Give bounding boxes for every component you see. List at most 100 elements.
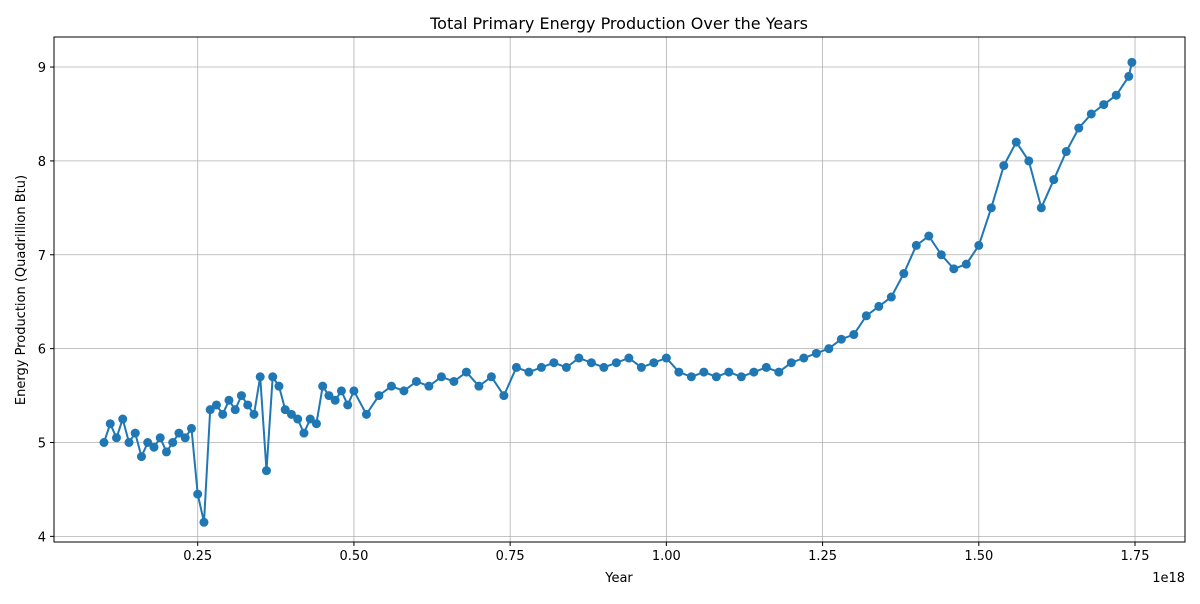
data-point <box>749 367 759 377</box>
data-point <box>499 391 509 401</box>
series-line <box>103 62 1133 524</box>
data-point <box>1086 109 1096 119</box>
data-point <box>1036 203 1046 213</box>
data-point <box>236 391 246 401</box>
data-point <box>899 269 909 279</box>
grid-layer <box>54 37 1185 542</box>
data-point <box>411 376 421 386</box>
data-point <box>311 419 321 429</box>
x-axis-label: Year <box>604 571 633 586</box>
data-point <box>118 414 128 424</box>
x-tick-label: 1.75 <box>1121 549 1150 564</box>
data-point <box>361 409 371 419</box>
data-point <box>168 438 178 448</box>
data-point <box>330 395 340 405</box>
data-point <box>1127 57 1137 67</box>
data-point <box>349 386 359 396</box>
data-point <box>799 353 809 363</box>
data-point <box>386 381 396 391</box>
data-point <box>849 330 859 340</box>
y-tick-label: 5 <box>38 437 46 452</box>
data-point <box>561 362 571 372</box>
data-point <box>811 348 821 358</box>
x-tick-label: 1.00 <box>652 549 681 564</box>
data-point <box>143 438 153 448</box>
y-tick-label: 6 <box>38 343 46 358</box>
data-point <box>836 334 846 344</box>
data-point <box>186 423 196 433</box>
data-point <box>736 372 746 382</box>
data-point <box>1074 123 1084 133</box>
x-offset-label: 1e18 <box>1152 571 1185 586</box>
data-point <box>824 344 834 354</box>
data-point <box>399 386 409 396</box>
x-tick-label: 1.50 <box>964 549 993 564</box>
y-tick-label: 4 <box>38 530 46 545</box>
data-point <box>424 381 434 391</box>
data-point <box>243 400 253 410</box>
data-point <box>155 433 165 443</box>
data-point <box>180 433 190 443</box>
data-point <box>961 259 971 269</box>
data-point <box>649 358 659 368</box>
data-point <box>211 400 221 410</box>
data-point <box>105 419 115 429</box>
data-point <box>786 358 796 368</box>
data-point <box>974 240 984 250</box>
data-point <box>1011 137 1021 147</box>
data-point <box>336 386 346 396</box>
data-point <box>524 367 534 377</box>
data-point <box>111 433 121 443</box>
data-point <box>161 447 171 457</box>
y-tick-label: 7 <box>38 249 46 264</box>
tick-layer: 0.25 0.50 0.75 1.00 1.25 1.50 1.75 4 5 6 7 8 9 <box>38 61 1150 564</box>
data-point <box>274 381 284 391</box>
data-point <box>218 409 228 419</box>
data-point <box>193 489 203 499</box>
data-point <box>874 301 884 311</box>
data-point <box>624 353 634 363</box>
data-point <box>149 442 159 452</box>
data-point <box>474 381 484 391</box>
data-point <box>318 381 328 391</box>
data-point <box>574 353 584 363</box>
data-point <box>886 292 896 302</box>
data-point <box>861 311 871 321</box>
data-point <box>1061 147 1071 157</box>
data-point <box>461 367 471 377</box>
data-point <box>486 372 496 382</box>
data-point <box>611 358 621 368</box>
data-point <box>761 362 771 372</box>
data-point <box>999 161 1009 171</box>
series-layer <box>99 57 1137 527</box>
plot-frame <box>53 36 1186 543</box>
data-point <box>305 414 315 424</box>
data-point <box>724 367 734 377</box>
data-point <box>99 438 109 448</box>
data-point <box>255 372 265 382</box>
data-point <box>343 400 353 410</box>
data-point <box>511 362 521 372</box>
data-point <box>293 414 303 424</box>
data-point <box>436 372 446 382</box>
data-point <box>549 358 559 368</box>
data-point <box>199 517 209 527</box>
data-point <box>124 438 134 448</box>
data-point <box>230 405 240 415</box>
data-point <box>1049 175 1059 185</box>
data-point <box>374 391 384 401</box>
data-point <box>205 405 215 415</box>
data-point <box>774 367 784 377</box>
data-point <box>949 264 959 274</box>
data-point <box>1099 100 1109 110</box>
x-tick-label: 0.50 <box>339 549 368 564</box>
data-point <box>686 372 696 382</box>
chart-title: Total Primary Energy Production Over the… <box>429 14 808 33</box>
data-point <box>924 231 934 241</box>
data-point <box>599 362 609 372</box>
data-point <box>911 240 921 250</box>
data-point <box>711 372 721 382</box>
data-point <box>174 428 184 438</box>
data-point <box>586 358 596 368</box>
